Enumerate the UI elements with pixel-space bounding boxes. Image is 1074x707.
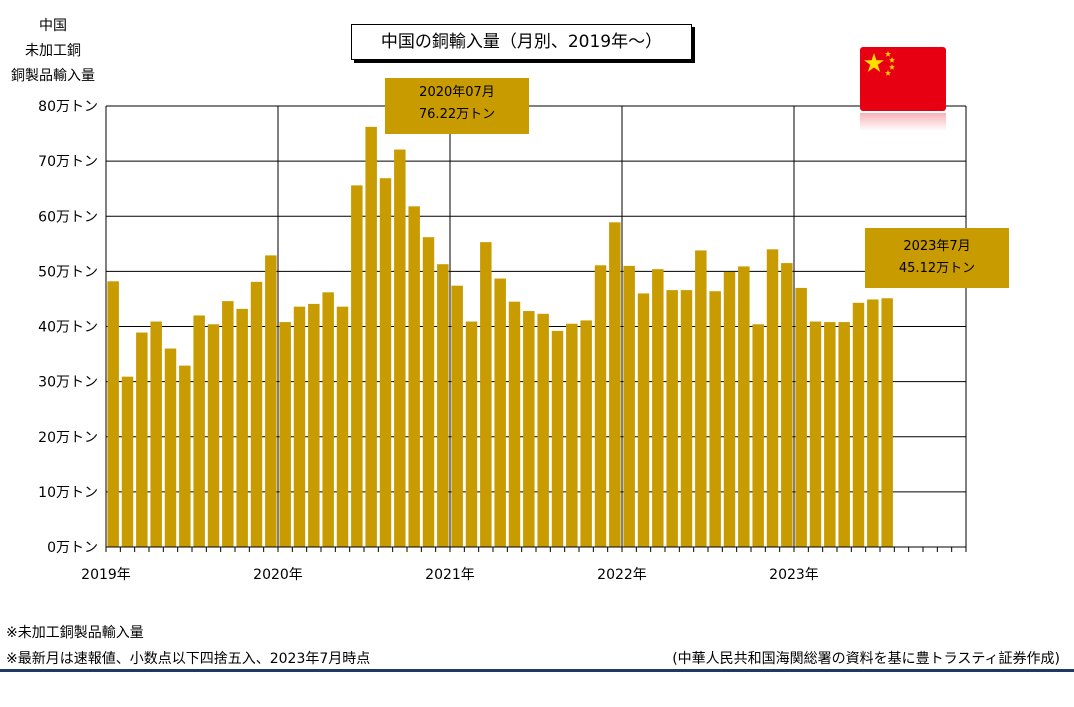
y-axis-title: 中国 未加工銅 銅製品輸入量 — [0, 14, 106, 89]
y-tick-label: 0万トン — [47, 540, 98, 556]
bar — [193, 315, 205, 547]
x-tick-label: 2022年 — [597, 567, 647, 583]
peak-callout-date: 2020年07月 — [419, 85, 495, 100]
x-tick-label: 2019年 — [81, 567, 131, 583]
footnote: ※最新月は速報値、小数点以下四捨五入、2023年7月時点 — [6, 651, 371, 667]
bar — [437, 264, 449, 547]
bar — [652, 269, 664, 547]
chart-title: 中国の銅輸入量（月別、2019年～） — [351, 24, 692, 60]
y-axis-title-line: 未加工銅 — [25, 43, 81, 59]
bar — [494, 278, 506, 547]
bar — [322, 292, 334, 547]
y-tick-label: 20万トン — [38, 430, 98, 446]
y-tick-label: 70万トン — [38, 154, 98, 170]
bar — [422, 237, 435, 547]
x-tick-label: 2020年 — [253, 567, 303, 583]
y-tick-label: 80万トン — [38, 99, 98, 115]
footnote: ※未加工銅製品輸入量 — [6, 625, 144, 641]
bar — [121, 376, 134, 547]
bar — [451, 285, 463, 547]
bar — [809, 321, 822, 547]
y-tick-label: 60万トン — [38, 209, 98, 225]
bar — [709, 291, 721, 547]
bar — [379, 178, 392, 547]
peak-callout-value: 76.22万トン — [418, 107, 496, 122]
bar — [637, 293, 650, 547]
y-tick-label: 40万トン — [38, 320, 98, 336]
latest-callout-value: 45.12万トン — [898, 261, 976, 276]
bar — [107, 281, 119, 547]
bar — [236, 308, 248, 547]
bar — [695, 250, 707, 548]
bar — [609, 222, 621, 547]
x-tick-label: 2023年 — [769, 567, 819, 583]
bar — [881, 298, 893, 547]
bar — [666, 290, 678, 547]
x-tick-label: 2021年 — [425, 567, 475, 583]
bar — [766, 249, 779, 547]
y-tick-label: 10万トン — [38, 485, 98, 501]
latest-callout-date: 2023年7月 — [903, 239, 971, 254]
bar — [680, 290, 693, 547]
bar — [164, 348, 177, 547]
bar — [279, 322, 291, 547]
bar — [336, 306, 349, 547]
bar — [207, 324, 220, 547]
bar — [752, 324, 764, 547]
bar — [222, 301, 234, 547]
bar — [867, 299, 879, 547]
y-tick-label: 50万トン — [38, 264, 98, 280]
latest-callout: 2023年7月 45.12万トン — [865, 228, 1009, 288]
bar — [824, 322, 836, 547]
bar — [308, 303, 320, 547]
bar — [523, 311, 535, 547]
bar — [580, 320, 592, 547]
bar — [265, 255, 277, 548]
bar — [594, 265, 607, 547]
bar — [179, 365, 191, 547]
bar — [465, 321, 478, 547]
bottom-divider — [0, 669, 1074, 672]
bar — [480, 242, 492, 547]
y-axis-title-line: 銅製品輸入量 — [11, 68, 95, 84]
bar — [408, 206, 420, 547]
bar — [623, 265, 635, 547]
bar — [508, 301, 521, 547]
bar — [293, 306, 306, 547]
bar — [394, 149, 406, 547]
y-tick-label: 30万トン — [38, 375, 98, 391]
peak-callout: 2020年07月 76.22万トン — [385, 78, 529, 134]
bar — [738, 266, 750, 547]
bar — [250, 281, 263, 547]
bar — [795, 287, 807, 547]
bar — [723, 271, 736, 547]
bar — [852, 302, 865, 547]
bar — [150, 321, 162, 547]
y-axis-title-line: 中国 — [39, 18, 67, 34]
bar — [551, 330, 564, 547]
bar — [136, 332, 148, 547]
bar — [781, 263, 793, 547]
bar — [351, 185, 363, 547]
bar — [537, 313, 549, 547]
bar — [566, 323, 578, 547]
china-flag-icon — [860, 47, 946, 111]
flag-reflection — [860, 113, 946, 131]
bar — [838, 322, 850, 547]
source-note: (中華人民共和国海関総署の資料を基に豊トラスティ証券作成) — [672, 651, 1060, 667]
bar — [365, 126, 377, 547]
